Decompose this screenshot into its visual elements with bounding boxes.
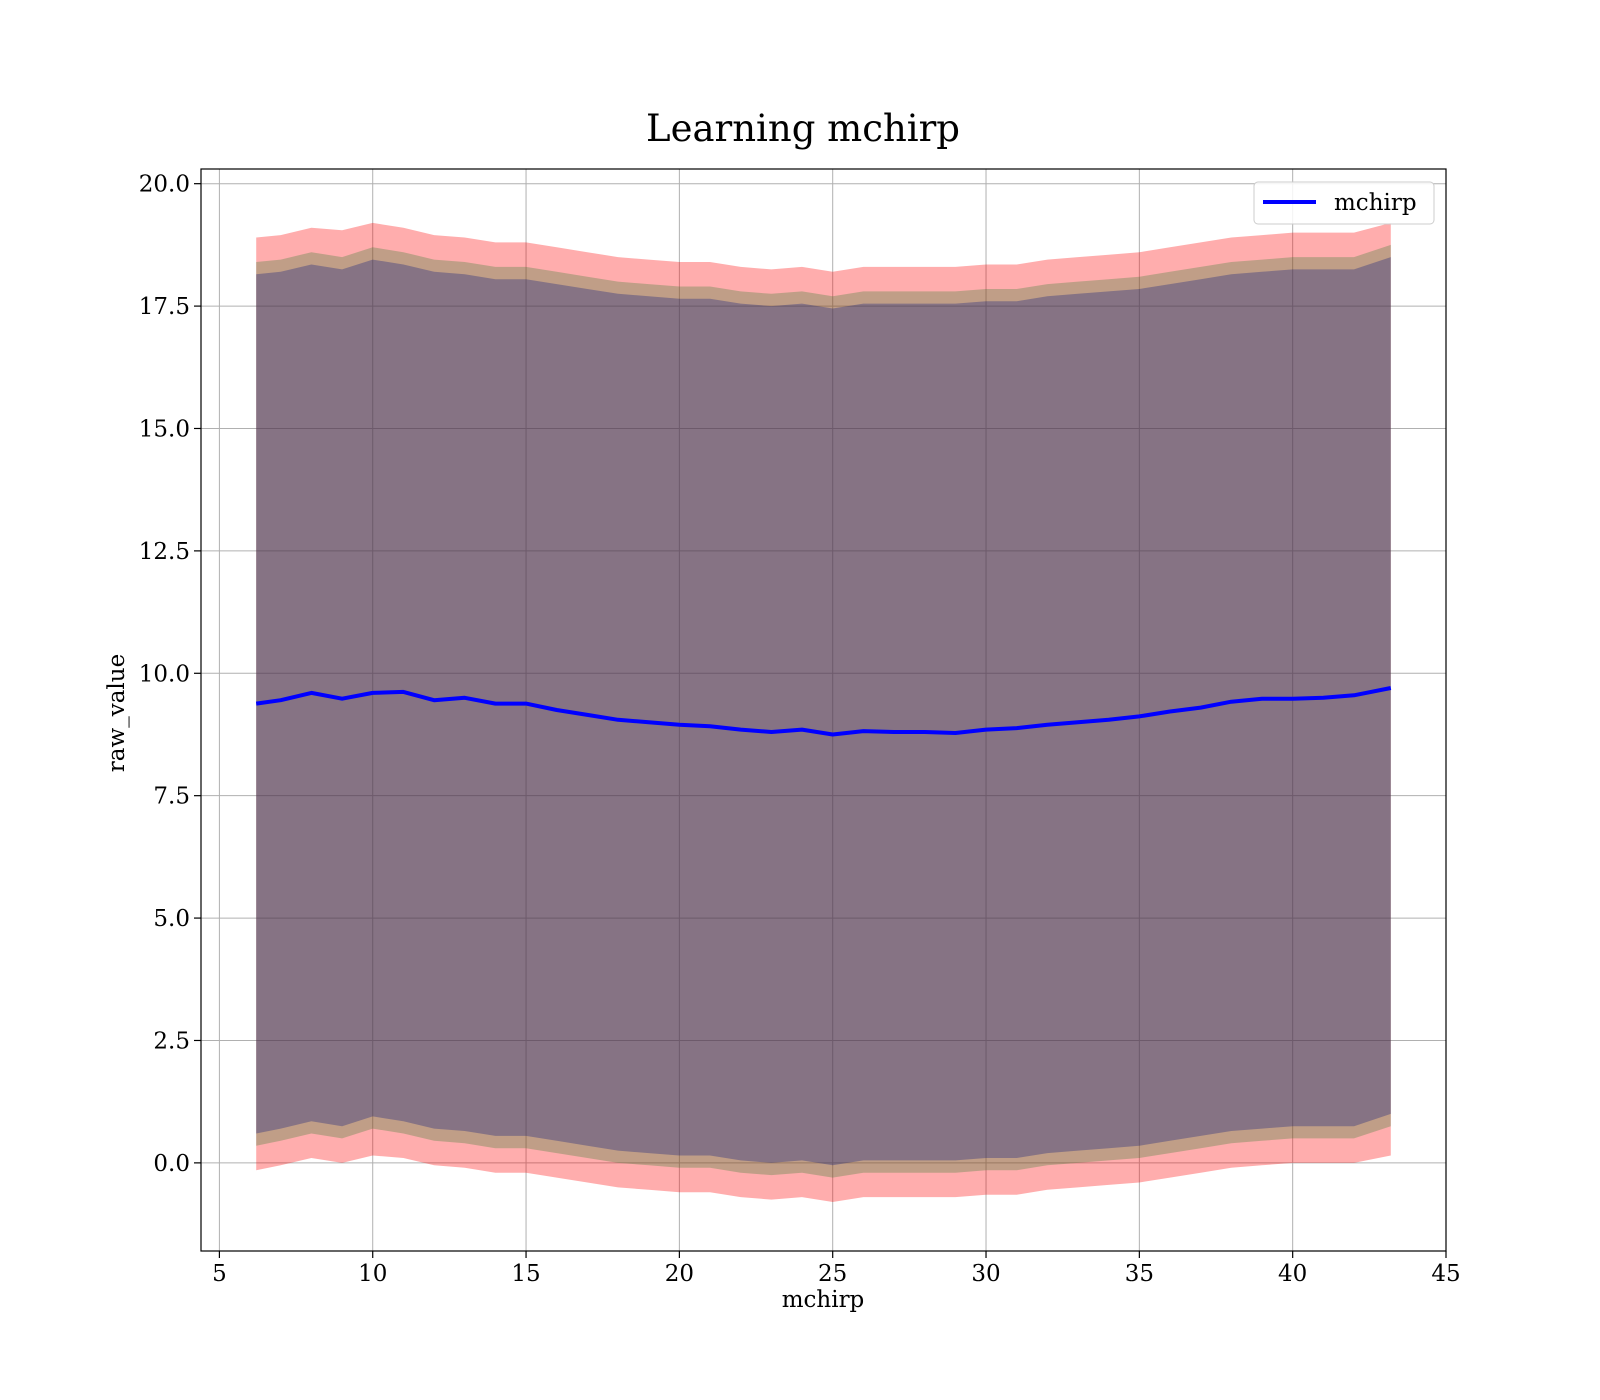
x-tick-label: 25 xyxy=(818,1261,847,1287)
x-tick-label: 20 xyxy=(665,1261,694,1287)
grid xyxy=(201,169,1447,1251)
plot-frame xyxy=(200,168,1447,1252)
y-axis-label: raw_value xyxy=(104,654,130,772)
y-tick-label: 0.0 xyxy=(153,1151,190,1177)
series-lines xyxy=(255,686,1392,737)
confidence-bands xyxy=(256,222,1391,1202)
chart-title: Learning mchirp xyxy=(646,107,960,150)
x-tick-label: 10 xyxy=(358,1261,387,1287)
y-tick-label: 2.5 xyxy=(153,1028,190,1054)
y-tick-label: 5.0 xyxy=(153,906,190,932)
band-middle xyxy=(256,244,1391,1178)
legend: mchirp xyxy=(1253,181,1435,225)
x-tick-label: 30 xyxy=(971,1261,1000,1287)
y-axis-ticks: 0.0 2.5 5.0 7.5 10.0 12.5 15.0 17.5 20.0 xyxy=(139,172,201,1177)
legend-label-mchirp: mchirp xyxy=(1334,190,1417,216)
y-tick-label: 20.0 xyxy=(139,172,190,198)
x-tick-label: 5 xyxy=(212,1261,227,1287)
y-tick-label: 17.5 xyxy=(139,294,190,320)
x-tick-label: 35 xyxy=(1125,1261,1154,1287)
legend-box xyxy=(1253,181,1435,225)
band-outer xyxy=(256,222,1391,1202)
band-inner xyxy=(256,257,1391,1166)
y-tick-label: 12.5 xyxy=(139,539,190,565)
x-axis-label: mchirp xyxy=(782,1287,865,1313)
series-line-mchirp xyxy=(255,686,1392,737)
y-tick-label: 7.5 xyxy=(153,784,190,810)
y-tick-label: 10.0 xyxy=(139,661,190,687)
x-tick-label: 45 xyxy=(1431,1261,1460,1287)
y-tick-label: 15.0 xyxy=(139,416,190,442)
x-tick-label: 15 xyxy=(511,1261,540,1287)
x-axis-ticks: 5 10 15 20 25 30 35 40 45 xyxy=(212,1251,1461,1287)
x-tick-label: 40 xyxy=(1278,1261,1307,1287)
